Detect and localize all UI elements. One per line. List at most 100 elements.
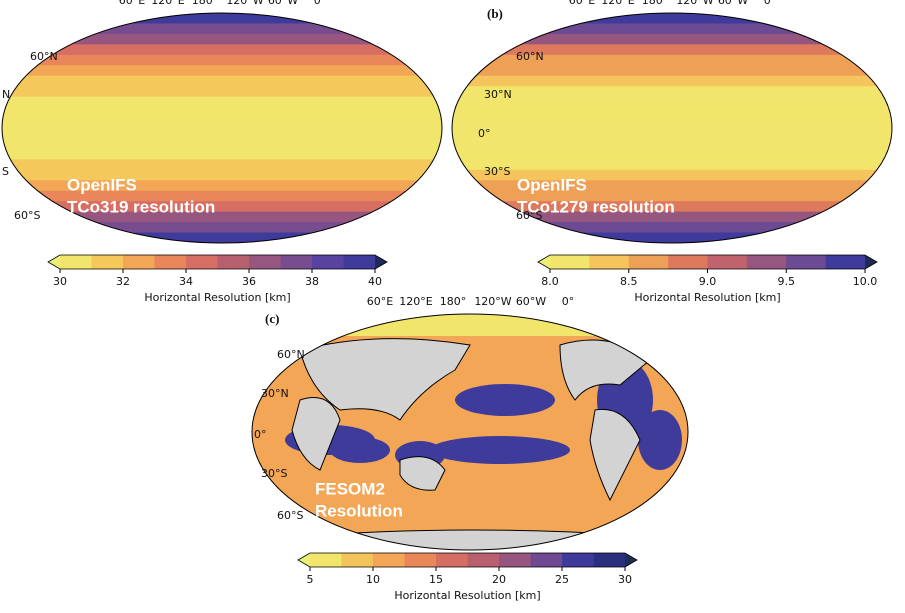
colorbar-segment	[312, 255, 344, 269]
map-panel: (b) 60°E 120°E 180° 120°W 60°W 0° 60°N 30°N 0° 30°…	[451, 0, 893, 304]
colorbar-label: Horizontal Resolution [km]	[144, 291, 290, 304]
colorbar-label: Horizontal Resolution [km]	[394, 589, 540, 602]
colorbar-tick-label: 32	[116, 275, 130, 288]
land	[399, 456, 446, 491]
lat-label: 60°S	[516, 209, 542, 222]
resolution-band	[452, 159, 892, 171]
resolution-band	[2, 65, 442, 77]
colorbar-segment	[373, 553, 405, 567]
colorbar-segment	[280, 255, 313, 269]
lat-label: 60°S	[14, 209, 40, 222]
resolution-band	[2, 117, 442, 129]
land	[299, 338, 471, 421]
lat-label: 30°N	[484, 88, 512, 101]
colorbar-tick-label: 9.5	[778, 275, 796, 288]
colorbar-segment	[550, 255, 590, 269]
colorbar-segment	[436, 553, 468, 567]
resolution-band	[452, 138, 892, 150]
annotation: TCo319 resolution	[67, 197, 215, 216]
land	[589, 408, 641, 502]
map-body	[252, 314, 688, 550]
colorbar-tick-label: 9.0	[699, 275, 717, 288]
colorbar-tick-label: 25	[555, 573, 569, 586]
map-panel: (c) 60°E 120°E 180° 120°W 60°W 0° 60°N 30°N 0° 30°…	[251, 295, 689, 602]
colorbar-tick-label: 10.0	[853, 275, 878, 288]
annotation: OpenIFS	[67, 175, 137, 194]
colorbar-segment	[467, 553, 500, 567]
annotation: Resolution	[315, 501, 403, 520]
resolution-band	[452, 96, 892, 108]
resolution-band	[452, 107, 892, 119]
resolution-band	[2, 159, 442, 171]
colorbar-segment	[825, 255, 866, 269]
resolution-band	[452, 54, 892, 66]
map-body	[452, 13, 892, 243]
colorbar-segment	[562, 553, 594, 567]
colorbar-tick-label: 40	[368, 275, 382, 288]
colorbar-tick-label: 8.5	[620, 275, 638, 288]
fine-mesh-region	[430, 436, 570, 464]
map-body	[2, 13, 442, 243]
colorbar-over	[625, 553, 637, 567]
resolution-band	[2, 190, 442, 202]
lon-label: 120°W	[676, 0, 713, 7]
resolution-band	[452, 86, 892, 98]
resolution-band	[452, 75, 892, 87]
colorbar-tick-label: 30	[53, 275, 67, 288]
colorbar-under	[298, 553, 310, 567]
colorbar-segment	[123, 255, 155, 269]
panel-label: (b)	[487, 6, 503, 21]
colorbar-segment	[341, 553, 374, 567]
colorbar-tick-label: 20	[492, 573, 506, 586]
resolution-band	[2, 23, 442, 35]
lat-label: 60°N	[30, 50, 58, 63]
lat-label: 30°S	[484, 165, 510, 178]
resolution-band	[2, 75, 442, 87]
colorbar-tick-label: 34	[179, 275, 193, 288]
lat-label: 60°N	[277, 348, 305, 361]
lon-label: 0°	[562, 295, 575, 308]
colorbar-tick-label: 15	[429, 573, 443, 586]
resolution-band	[2, 44, 442, 56]
resolution-band	[452, 180, 892, 192]
lat-label: 0°	[254, 428, 267, 441]
map-outline	[251, 313, 689, 551]
resolution-band	[452, 128, 892, 139]
map-panel: 60°E 120°E 180° 120°W 60°W 0° 60°N N S 60°S OpenIF…	[1, 0, 443, 304]
colorbar-tick-label: 30	[618, 573, 632, 586]
lon-label: 60°E	[367, 295, 393, 308]
colorbar-tick-label: 5	[307, 573, 314, 586]
resolution-band	[452, 222, 892, 234]
panel-label: (c)	[265, 311, 279, 326]
lon-label: 60°W	[718, 0, 748, 7]
colorbar-segment	[343, 255, 376, 269]
resolution-band	[452, 44, 892, 56]
colorbar-segment	[217, 255, 250, 269]
lon-label: 180°	[192, 0, 219, 7]
lon-label: 120°E	[151, 0, 184, 7]
resolution-band	[2, 180, 442, 192]
colorbar-tick-label: 36	[242, 275, 256, 288]
resolution-band	[2, 148, 442, 160]
fine-mesh-region	[638, 410, 682, 470]
lon-label: 0°	[314, 0, 327, 7]
colorbar-under	[538, 255, 550, 269]
resolution-band	[452, 232, 892, 243]
colorbar-segment	[668, 255, 708, 269]
colorbar-over	[375, 255, 387, 269]
lon-label: 60°E	[119, 0, 145, 7]
land	[291, 397, 341, 471]
resolution-band	[2, 169, 442, 181]
lat-label: S	[2, 165, 9, 178]
lon-label: 60°W	[268, 0, 298, 7]
resolution-band	[452, 148, 892, 160]
lat-label: 30°N	[261, 387, 289, 400]
resolution-band	[452, 211, 892, 223]
colorbar-segment	[154, 255, 187, 269]
polar-cap	[252, 314, 688, 336]
colorbar-segment	[746, 255, 787, 269]
lat-label: 30°S	[261, 467, 287, 480]
resolution-band	[2, 232, 442, 243]
resolution-band	[452, 201, 892, 213]
resolution-band	[452, 169, 892, 181]
